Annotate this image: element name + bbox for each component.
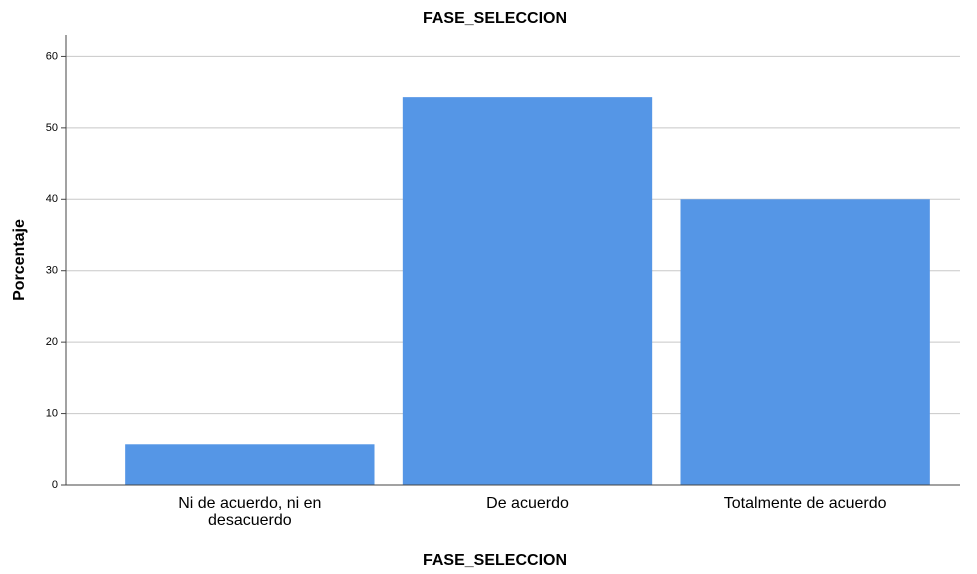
y-tick-label: 50 [46,122,58,134]
y-tick-label: 30 [46,265,58,277]
bar [125,444,375,485]
bar [680,199,930,486]
y-tick-label: 20 [46,336,58,348]
x-tick-label: Totalmente de acuerdo [723,495,887,512]
x-axis-title: FASE_SELECCION [423,552,567,569]
x-tick-label: Ni de acuerdo, ni en desacuerdo [178,495,322,529]
y-axis-title: Porcentaje [11,219,28,301]
bar [402,97,653,486]
x-tick-label: De acuerdo [486,495,569,512]
chart-title: FASE_SELECCION [423,10,567,27]
y-tick-label: 40 [46,193,58,205]
y-tick-label: 0 [52,479,58,491]
y-tick-label: 10 [46,407,58,419]
y-tick-label: 60 [46,50,58,62]
